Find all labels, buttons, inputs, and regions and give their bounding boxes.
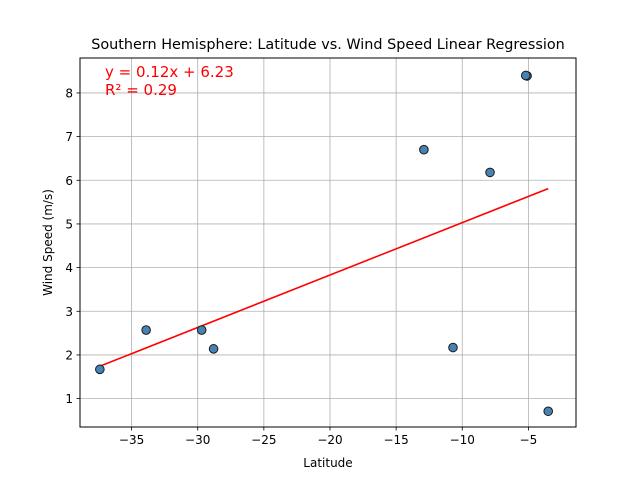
regression-equation-label: y = 0.12x + 6.23	[105, 63, 234, 81]
y-tick-label: 7	[65, 130, 73, 144]
regression-line	[99, 187, 549, 367]
r-squared-label: R² = 0.29	[105, 81, 177, 99]
data-point	[448, 342, 458, 353]
regression-line-group	[99, 187, 549, 367]
y-axis-ticks: 1 2 3 4 5 6 7 8	[65, 86, 80, 406]
data-point	[543, 406, 554, 417]
x-tick-label: −15	[383, 433, 408, 447]
data-point	[520, 70, 531, 81]
data-point	[95, 364, 105, 375]
data-point	[208, 344, 219, 354]
plot-area-frame	[79, 57, 577, 428]
x-axis-ticks: −35 −30 −25 −20 −15 −10 −5	[119, 427, 537, 447]
y-tick-label: 5	[65, 217, 73, 231]
y-tick-label: 6	[65, 174, 73, 188]
x-axis-label: Latitude	[303, 456, 352, 470]
y-tick-label: 4	[65, 261, 73, 275]
data-point	[141, 325, 151, 335]
data-points	[95, 70, 554, 417]
data-point	[196, 325, 207, 335]
data-point	[419, 144, 429, 155]
x-tick-label: −30	[185, 433, 210, 447]
y-tick-label: 8	[65, 86, 73, 100]
x-tick-label: −5	[520, 433, 538, 447]
y-tick-label: 2	[65, 348, 73, 362]
y-tick-label: 3	[65, 305, 73, 319]
x-tick-label: −20	[317, 433, 342, 447]
y-tick-label: 1	[65, 392, 73, 406]
x-tick-label: −35	[119, 433, 144, 447]
x-tick-label: −25	[251, 433, 276, 447]
y-axis-label: Wind Speed (m/s)	[41, 189, 55, 296]
chart-title: Southern Hemisphere: Latitude vs. Wind S…	[91, 37, 565, 53]
data-point	[485, 167, 495, 178]
grid	[80, 58, 576, 427]
x-tick-label: −10	[450, 433, 475, 447]
